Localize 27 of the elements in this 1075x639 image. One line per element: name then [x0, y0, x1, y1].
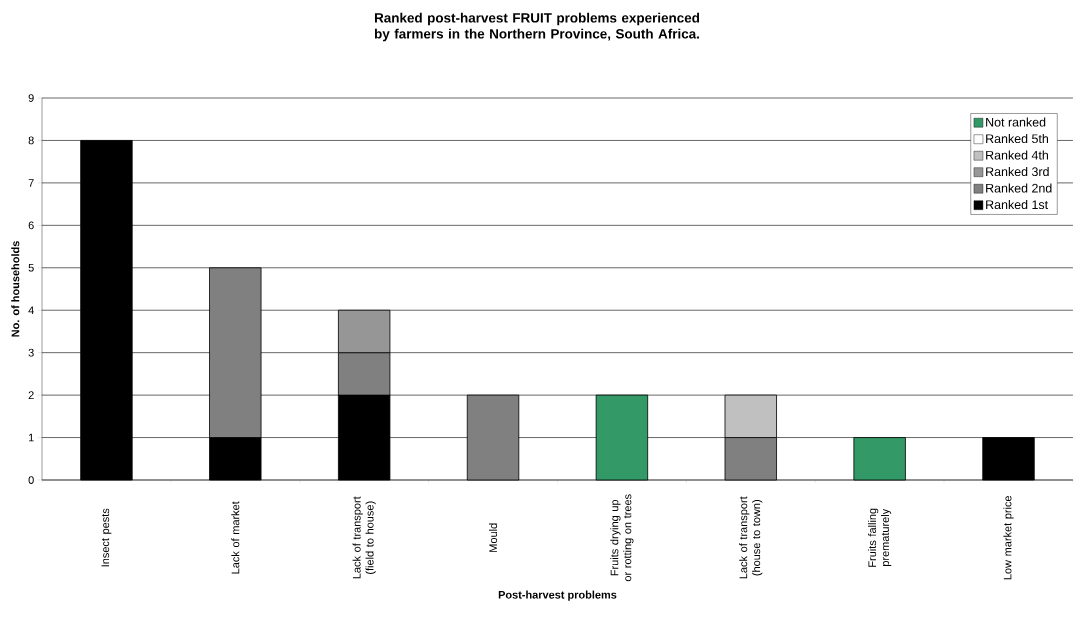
x-tick-label: Lack of market	[231, 501, 240, 574]
x-tick-label: Low market price	[1003, 495, 1014, 580]
y-tick-label: 6	[28, 221, 34, 230]
y-tick-label: 9	[28, 94, 34, 102]
y-tick-label: 7	[28, 179, 34, 187]
x-tick-label: Insect pests	[101, 508, 112, 567]
y-tick-label: 0	[28, 476, 34, 484]
legend-label: Not ranked	[986, 117, 1046, 127]
x-tick-label: Mould	[489, 523, 498, 552]
y-tick-label: 2	[28, 391, 34, 399]
x-tick-label: Fruits falling prematurely	[868, 508, 892, 567]
legend-label: Ranked 5th	[986, 133, 1048, 144]
y-tick-label: 4	[28, 306, 34, 314]
y-axis-title: No. of households	[11, 241, 20, 337]
x-tick-label: Fruits drying up or rotting on trees	[610, 494, 634, 582]
chart-title: Ranked post-harvest FRUIT problems experienced by farmers in the Northern Province, South Africa.	[374, 12, 700, 42]
x-tick-label: Lack of transport (field to house)	[352, 496, 376, 579]
y-tick-label: 1	[28, 433, 34, 442]
x-tick-label: Lack of transport (house to town)	[739, 496, 763, 579]
legend-label: Ranked 3rd	[986, 166, 1049, 177]
legend-label: Ranked 4th	[986, 150, 1048, 160]
y-tick-label: 8	[28, 136, 34, 145]
y-tick-label: 3	[28, 348, 34, 357]
x-axis-title: Post-harvest problems	[498, 590, 617, 601]
legend-label: Ranked 1st	[986, 199, 1049, 210]
legend-label: Ranked 2nd	[986, 183, 1052, 193]
y-tick-label: 5	[28, 263, 34, 272]
